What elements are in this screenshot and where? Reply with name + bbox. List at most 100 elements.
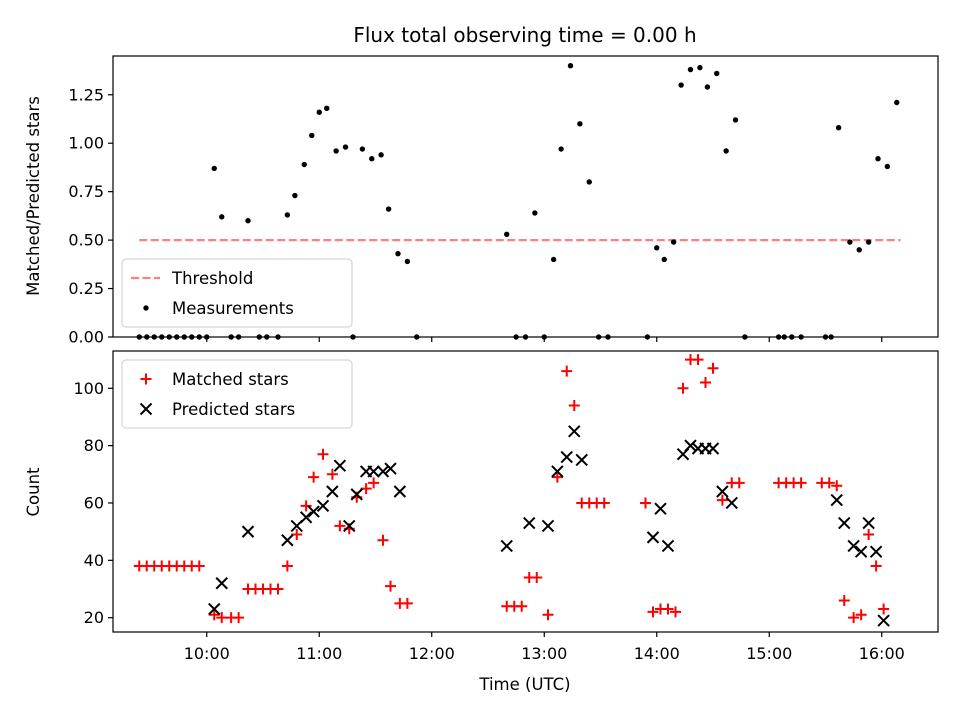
matched-star-point [670, 606, 681, 618]
matched-star-point [360, 483, 372, 495]
matched-star-point [662, 603, 674, 615]
bottom-xtick-label: 11:00 [296, 644, 342, 663]
legend-predicted-swatch [139, 402, 153, 416]
predicted-star-point [654, 502, 667, 515]
predicted-star-point [847, 539, 860, 553]
matched-star-point [838, 594, 850, 606]
predicted-star-point [367, 465, 380, 478]
measurement-point [577, 121, 583, 127]
bottom-ytick-label: 80 [84, 436, 104, 455]
matched-star-point [640, 497, 651, 509]
matched-star-point [716, 494, 728, 506]
predicted-star-point [830, 493, 843, 507]
measurement-point [395, 250, 401, 257]
measurement-point [697, 64, 703, 71]
measurement-point [504, 231, 510, 237]
predicted-star-point [316, 499, 330, 513]
legend-label: Matched stars [172, 370, 289, 389]
matched-star-point [193, 560, 205, 572]
measurement-point [359, 146, 366, 152]
matched-star-point [531, 572, 543, 584]
bottom-ytick-label: 60 [84, 493, 104, 512]
predicted-star-point [854, 545, 868, 558]
predicted-star-point [684, 439, 697, 452]
matched-star-point [848, 612, 860, 624]
predicted-star-point [208, 602, 221, 616]
predicted-star-point [500, 539, 513, 553]
top-panel: 0.00 0.25 0.50 0.75 1.00 1.25 Threshold Measure… [68, 55, 939, 347]
matched-star-point [551, 471, 563, 483]
matched-star-point [598, 497, 610, 509]
measurement-point [558, 146, 564, 152]
measurement-point [316, 109, 322, 115]
matched-star-point [317, 448, 329, 460]
matched-star-point [561, 365, 573, 377]
predicted-star-point [241, 525, 255, 538]
top-chart-title: Flux total observing time = 0.00 h [353, 23, 696, 47]
bottom-ytick-label: 40 [84, 551, 104, 570]
matched-star-point [208, 609, 220, 621]
measurement-point [211, 165, 217, 172]
predicted-star-point [706, 442, 720, 455]
matched-star-point [326, 468, 338, 480]
matched-star-point [692, 354, 704, 366]
measurement-point [678, 82, 684, 88]
matched-star-point [308, 471, 320, 483]
legend-matched-swatch [140, 373, 152, 385]
measurement-point [333, 148, 339, 154]
matched-star-point [368, 477, 380, 489]
measurement-point [732, 117, 739, 123]
predicted-star-point [646, 531, 660, 544]
matched-star-point [291, 529, 303, 541]
predicted-star-point [215, 577, 228, 590]
predicted-star-point [560, 450, 573, 464]
bottom-xtick-label: 15:00 [746, 644, 792, 663]
x-axis-label: Time (UTC) [478, 675, 570, 694]
measurement-point [835, 125, 842, 131]
measurement-point [714, 70, 720, 77]
measurement-point [385, 206, 392, 212]
measurement-point [532, 210, 538, 216]
matched-star-point [823, 477, 835, 489]
measurement-point [324, 105, 330, 112]
measurement-point [378, 152, 384, 158]
matched-star-point [707, 362, 719, 374]
bottom-xtick-label: 12:00 [409, 644, 455, 663]
matched-star-point [516, 600, 528, 612]
measurement-point [856, 247, 862, 253]
top-ytick-label: 0.25 [68, 279, 104, 298]
matched-star-point [272, 583, 284, 595]
measurement-point [723, 148, 729, 154]
measurement-point [567, 62, 574, 69]
predicted-star-point [551, 465, 564, 478]
predicted-star-point [877, 614, 890, 627]
predicted-star-point [299, 511, 313, 524]
measurement-point [245, 218, 251, 224]
matched-star-point [233, 612, 245, 624]
legend-label: Threshold [171, 269, 253, 288]
predicted-star-point [568, 425, 581, 438]
matched-star-point [647, 606, 659, 618]
top-y-axis-label: Matched/Predicted stars [24, 96, 43, 296]
matched-star-point [385, 580, 396, 592]
predicted-star-point [725, 496, 738, 510]
measurement-point [301, 161, 307, 168]
bottom-legend: Matched stars Predicted stars [121, 359, 353, 429]
matched-star-point [300, 500, 312, 512]
predicted-star-point [393, 485, 407, 498]
bottom-xtick-label: 13:00 [521, 644, 567, 663]
measurement-point [219, 214, 225, 220]
matched-star-point [377, 534, 389, 546]
predicted-star-point [523, 516, 536, 530]
predicted-star-point [326, 485, 339, 498]
measurement-point [342, 144, 349, 150]
bottom-legend-box [121, 359, 353, 429]
measurement-point [687, 66, 694, 73]
measurement-point [404, 258, 411, 265]
matched-star-point [568, 399, 580, 411]
bottom-panel: 20 40 60 80 100 10:00 11:00 12:00 13:00 14:00 15:0… [73, 350, 939, 663]
matched-star-point [216, 612, 228, 624]
measurement-point [284, 212, 291, 218]
measurement-point [865, 239, 872, 245]
